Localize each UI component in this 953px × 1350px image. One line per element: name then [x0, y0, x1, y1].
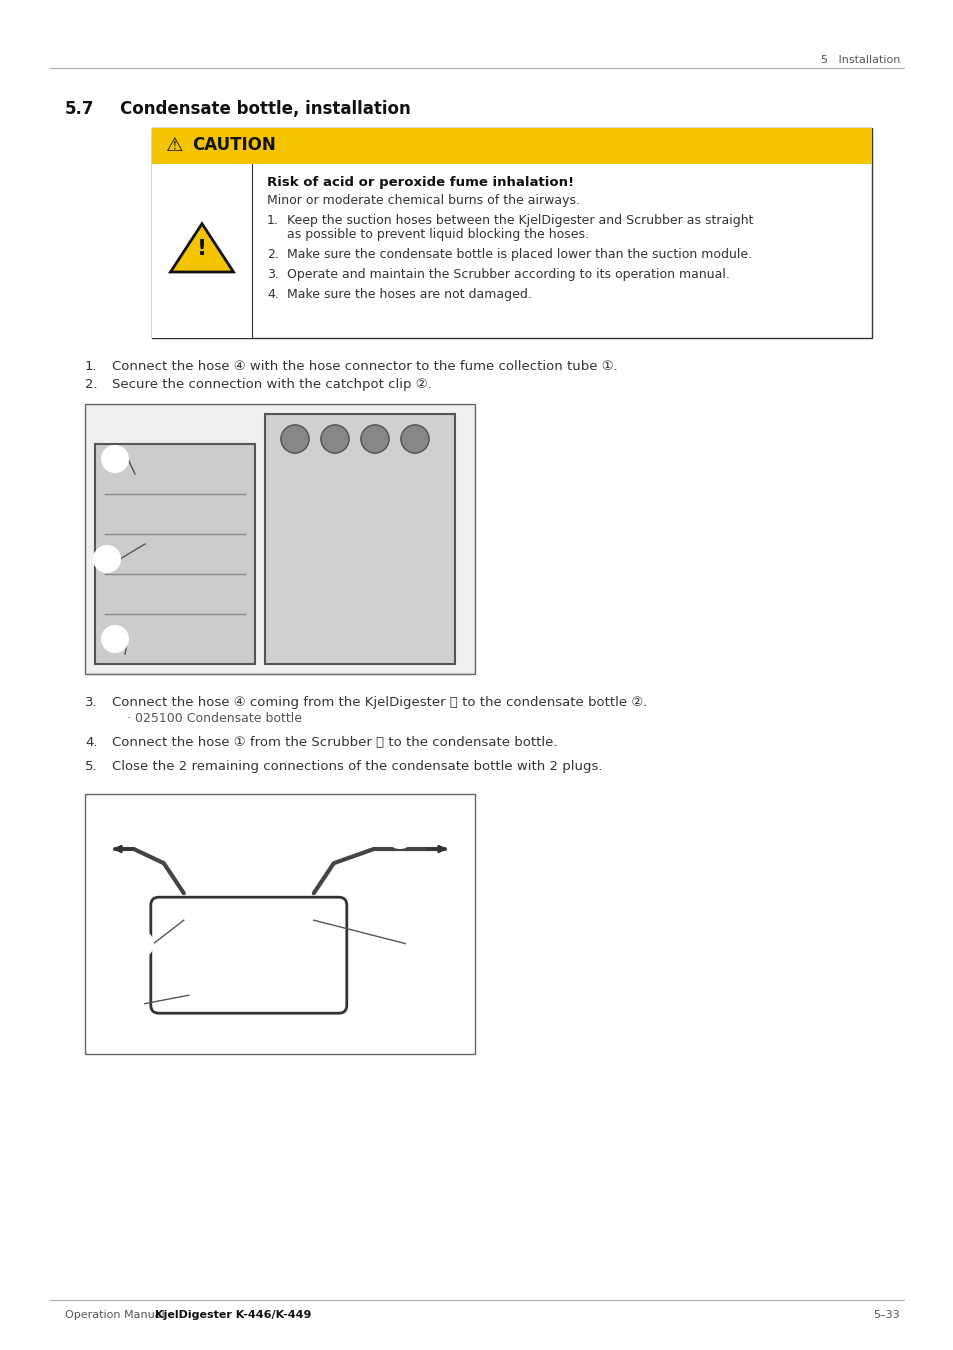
- Text: 3.: 3.: [267, 269, 278, 281]
- Circle shape: [94, 545, 120, 572]
- Text: Connect the hose ① from the Scrubber Ⓐ to the condensate bottle.: Connect the hose ① from the Scrubber Ⓐ t…: [112, 736, 557, 749]
- Text: Condensate bottle, installation: Condensate bottle, installation: [120, 100, 411, 117]
- Text: CAUTION: CAUTION: [192, 136, 275, 154]
- Text: 3: 3: [416, 937, 423, 950]
- Text: 5.: 5.: [85, 760, 97, 774]
- Text: 4.: 4.: [267, 288, 278, 301]
- Text: Minor or moderate chemical burns of the airways.: Minor or moderate chemical burns of the …: [267, 194, 579, 207]
- Text: 3.: 3.: [85, 697, 97, 709]
- Text: 2.: 2.: [267, 248, 278, 261]
- Text: Close the 2 remaining connections of the condensate bottle with 2 plugs.: Close the 2 remaining connections of the…: [112, 760, 602, 774]
- Text: 1: 1: [111, 452, 119, 466]
- Text: Risk of acid or peroxide fume inhalation!: Risk of acid or peroxide fume inhalation…: [267, 176, 574, 189]
- Circle shape: [117, 991, 143, 1017]
- FancyBboxPatch shape: [152, 128, 871, 338]
- Text: Connect the hose ④ coming from the KjelDigester Ⓑ to the condensate bottle ②.: Connect the hose ④ coming from the KjelD…: [112, 697, 647, 709]
- FancyBboxPatch shape: [85, 794, 475, 1054]
- Text: 2: 2: [103, 552, 111, 566]
- Text: 5–33: 5–33: [872, 1310, 899, 1320]
- Text: 5.7: 5.7: [65, 100, 94, 117]
- Text: Connect the hose ④ with the hose connector to the fume collection tube ①.: Connect the hose ④ with the hose connect…: [112, 360, 618, 373]
- Text: Make sure the hoses are not damaged.: Make sure the hoses are not damaged.: [287, 288, 532, 301]
- Text: 4.: 4.: [85, 736, 97, 749]
- Text: as possible to prevent liquid blocking the hoses.: as possible to prevent liquid blocking t…: [287, 228, 588, 242]
- FancyBboxPatch shape: [151, 898, 347, 1014]
- Text: A: A: [155, 828, 165, 841]
- Circle shape: [407, 931, 433, 957]
- Text: ⚠: ⚠: [166, 136, 183, 155]
- Text: Make sure the condensate bottle is placed lower than the suction module.: Make sure the condensate bottle is place…: [287, 248, 751, 261]
- Circle shape: [102, 446, 128, 472]
- Circle shape: [360, 425, 389, 454]
- FancyBboxPatch shape: [152, 128, 871, 163]
- Text: Secure the connection with the catchpot clip ②.: Secure the connection with the catchpot …: [112, 378, 432, 392]
- Circle shape: [146, 819, 173, 848]
- Text: KjelDigester K-446/K-449: KjelDigester K-446/K-449: [154, 1310, 311, 1320]
- FancyBboxPatch shape: [85, 404, 475, 674]
- Text: Keep the suction hoses between the KjelDigester and Scrubber as straight: Keep the suction hoses between the KjelD…: [287, 215, 753, 227]
- Circle shape: [386, 819, 414, 848]
- Circle shape: [102, 626, 128, 652]
- Text: 1.: 1.: [85, 360, 97, 373]
- Text: 2: 2: [126, 998, 133, 1011]
- Text: 3: 3: [111, 633, 119, 645]
- Circle shape: [320, 425, 349, 454]
- Text: Operation Manual: Operation Manual: [65, 1310, 172, 1320]
- FancyBboxPatch shape: [95, 444, 254, 664]
- Text: 1: 1: [136, 937, 144, 950]
- FancyBboxPatch shape: [265, 414, 455, 664]
- Circle shape: [281, 425, 309, 454]
- Circle shape: [400, 425, 429, 454]
- FancyBboxPatch shape: [152, 163, 252, 338]
- Circle shape: [127, 931, 152, 957]
- Text: 1.: 1.: [267, 215, 278, 227]
- Text: B: B: [395, 828, 404, 841]
- Polygon shape: [171, 224, 233, 271]
- FancyBboxPatch shape: [87, 406, 473, 672]
- Text: 5   Installation: 5 Installation: [820, 55, 899, 65]
- Text: · 025100 Condensate bottle: · 025100 Condensate bottle: [127, 711, 302, 725]
- Text: !: !: [196, 239, 207, 259]
- Text: 2.: 2.: [85, 378, 97, 392]
- Text: Operate and maintain the Scrubber according to its operation manual.: Operate and maintain the Scrubber accord…: [287, 269, 729, 281]
